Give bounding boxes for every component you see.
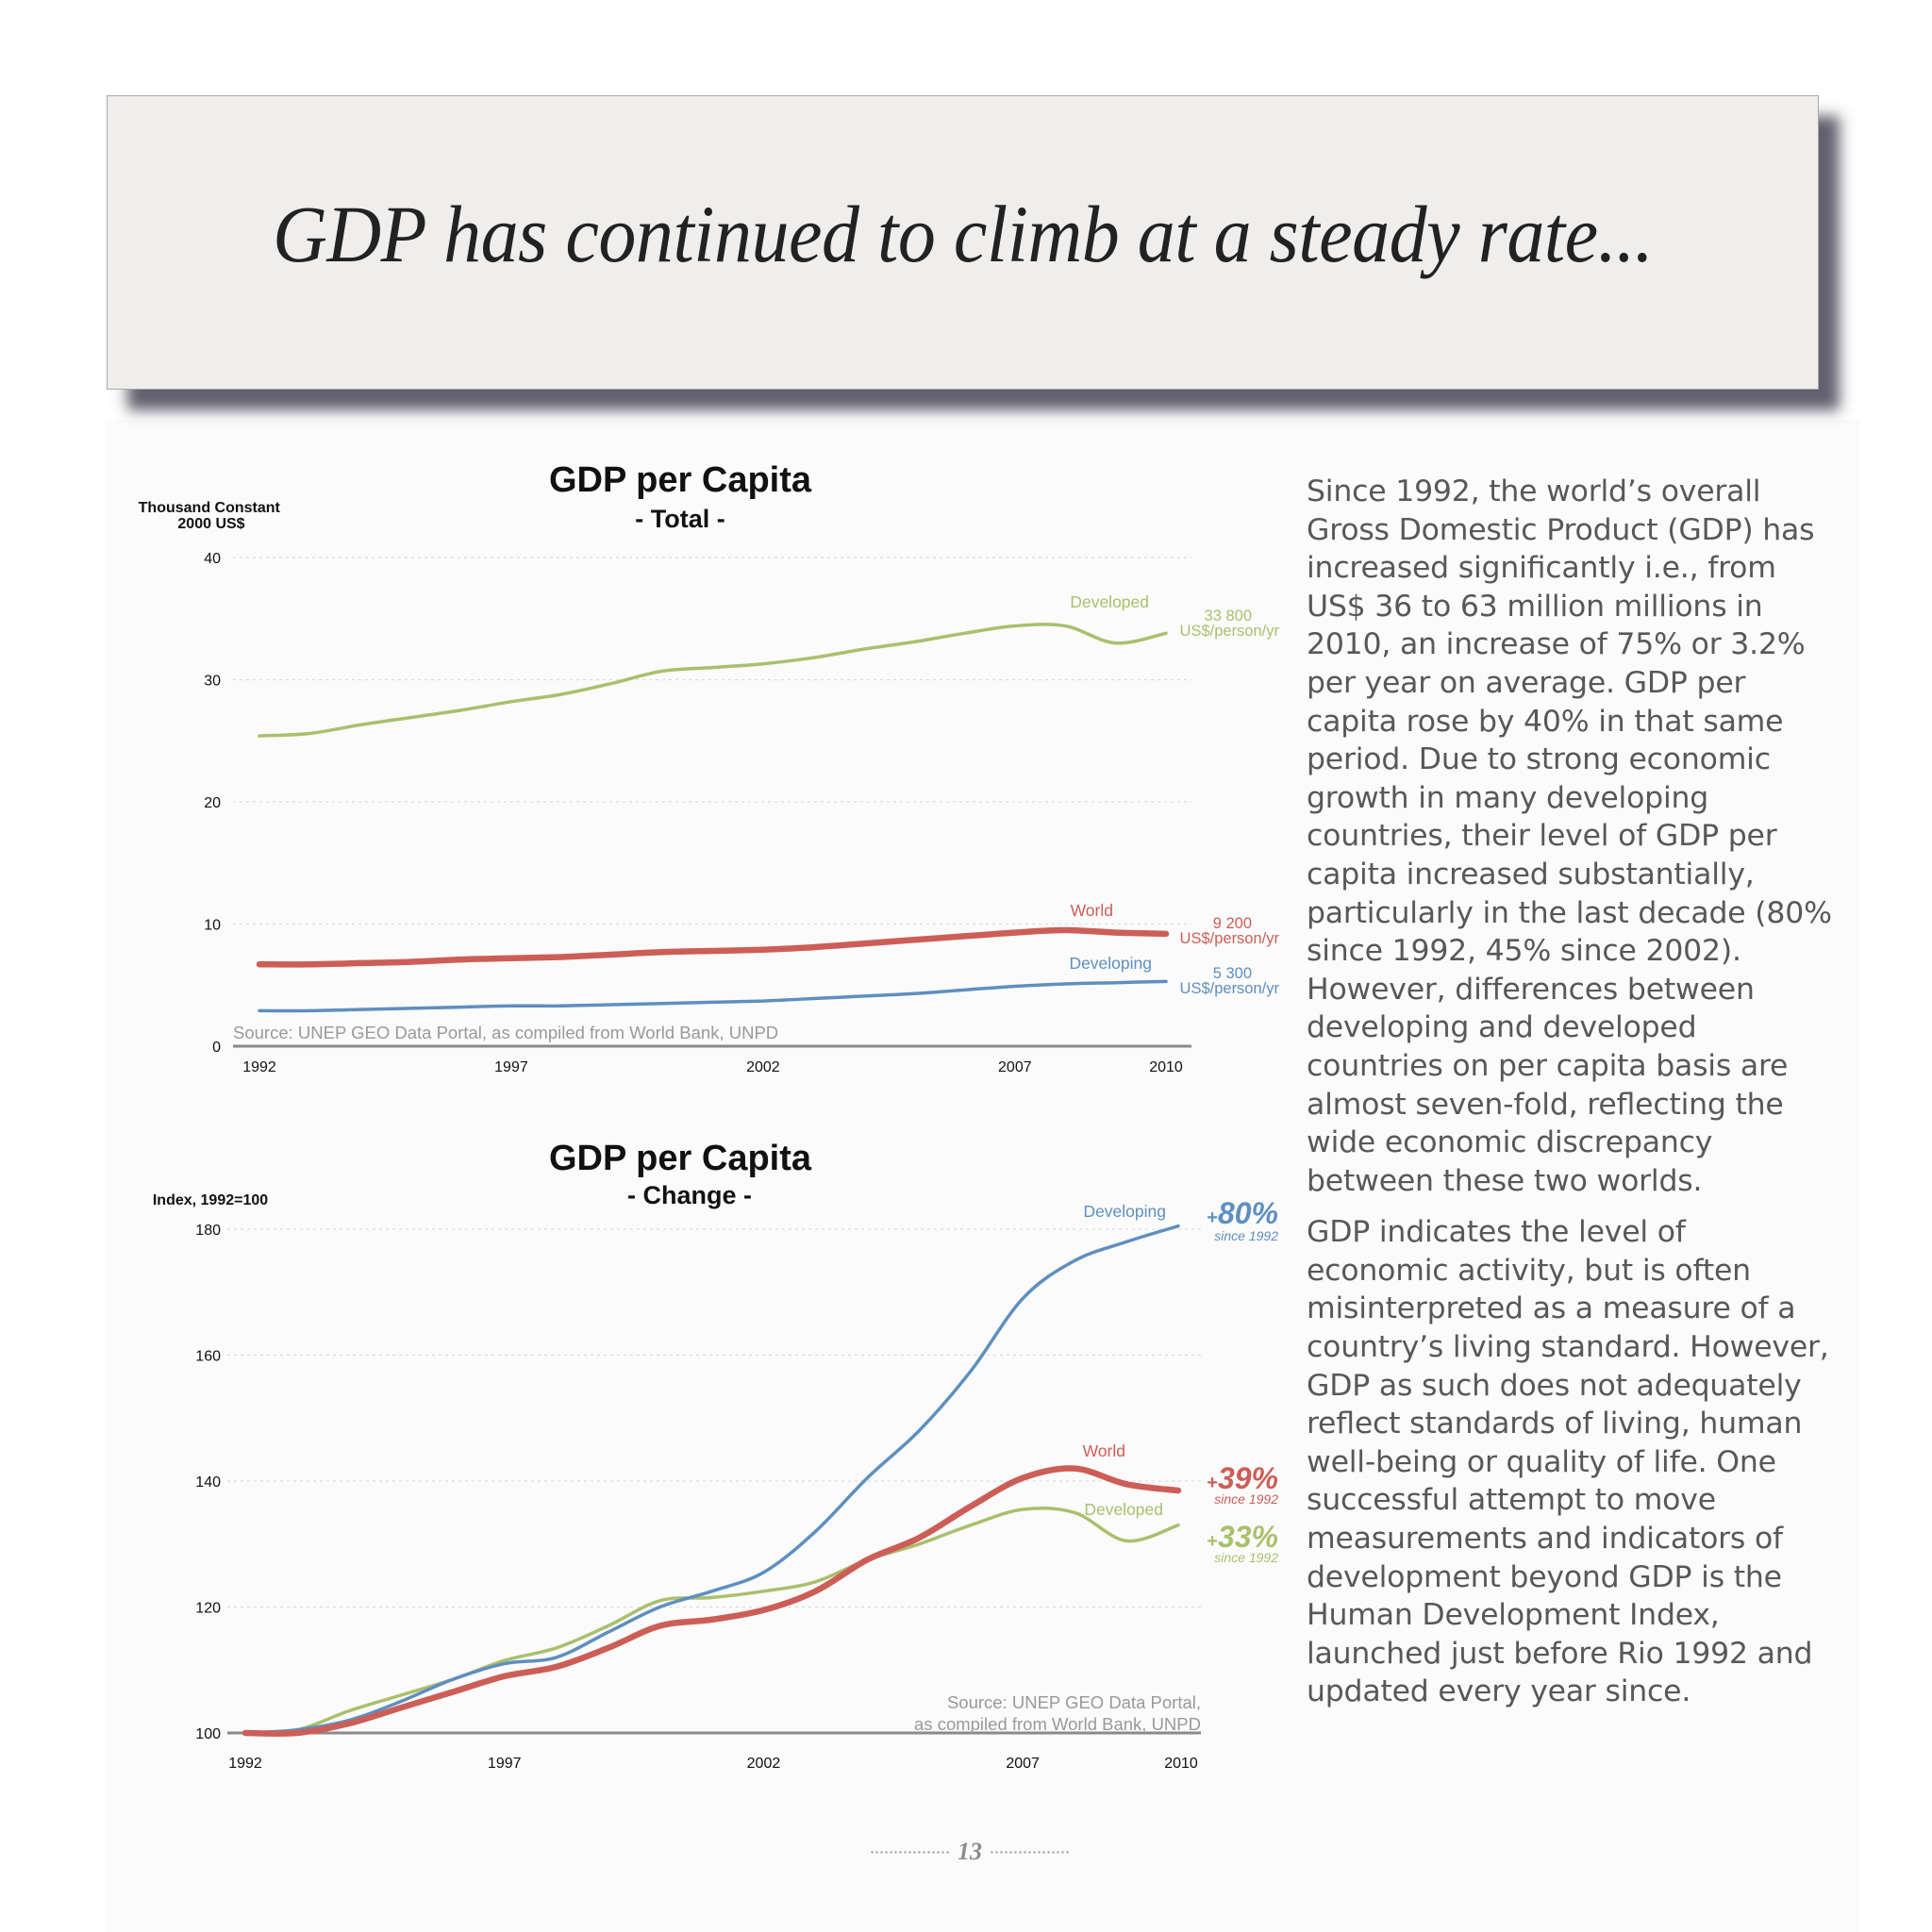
series-line-world — [256, 926, 1170, 968]
chart-subtitle: - Change - — [627, 1181, 752, 1209]
grid-lines — [233, 557, 1191, 1048]
x-tick-labels: 1992 1997 2002 2007 2010 — [228, 1756, 1198, 1772]
x-tick-labels: 1992 1997 2002 2007 2010 — [242, 1059, 1183, 1075]
end-value-developing: 5 300 — [1213, 965, 1252, 982]
y-tick-label: 40 — [204, 551, 221, 567]
change-percent-developed: +33% — [1207, 1520, 1278, 1554]
plus-sign: + — [1207, 1531, 1218, 1552]
series-line-world — [242, 1465, 1182, 1737]
series-label-developing: Developing — [1069, 954, 1152, 973]
series-lines — [256, 623, 1170, 1013]
plus-sign: + — [1207, 1208, 1218, 1228]
end-unit-world: US$/person/yr — [1180, 930, 1280, 947]
y-tick-labels: 100 120 140 160 180 — [195, 1223, 221, 1742]
y-axis-label-line-2: 2000 US$ — [177, 516, 244, 532]
x-tick-label: 1997 — [488, 1756, 522, 1772]
chart-gdp-change: GDP per Capita - Change - Index, 1992=10… — [153, 1139, 1279, 1772]
y-tick-label: 160 — [195, 1349, 221, 1365]
end-value-developed: 33 800 — [1205, 608, 1252, 625]
since-label-world: since 1992 — [1214, 1491, 1278, 1507]
y-tick-label: 0 — [212, 1040, 221, 1056]
x-tick-label: 1992 — [242, 1059, 276, 1075]
plus-sign: + — [1207, 1473, 1218, 1493]
series-label-world: World — [1071, 901, 1113, 920]
end-unit-developing: US$/person/yr — [1180, 980, 1280, 997]
chart-source-line-1: Source: UNEP GEO Data Portal, — [947, 1692, 1201, 1712]
series-label-developing: Developing — [1083, 1202, 1166, 1221]
body-paragraph: Since 1992, the world’s overall Gross Do… — [1307, 475, 1832, 1198]
x-tick-label: 2002 — [746, 1059, 780, 1075]
page-number-footer: 13 — [866, 1838, 1074, 1866]
x-tick-label: 2002 — [747, 1756, 781, 1772]
x-tick-label: 1997 — [494, 1059, 528, 1075]
x-tick-label: 2010 — [1164, 1756, 1198, 1772]
x-tick-label: 1992 — [228, 1756, 262, 1772]
body-text: Since 1992, the world’s overall Gross Do… — [1307, 473, 1835, 1711]
y-tick-label: 30 — [204, 674, 221, 690]
series-lines — [242, 1224, 1182, 1737]
content-background — [106, 420, 1860, 1932]
end-value-world: 9 200 — [1213, 915, 1252, 932]
series-line-developed — [258, 623, 1168, 738]
y-tick-label: 20 — [204, 795, 221, 811]
end-unit-developed: US$/person/yr — [1180, 623, 1280, 640]
y-tick-label: 10 — [204, 918, 221, 934]
body-paragraph: GDP indicates the level of economic acti… — [1307, 1215, 1829, 1709]
x-tick-label: 2007 — [1006, 1756, 1040, 1772]
chart-source: Source: UNEP GEO Data Portal, as compile… — [233, 1023, 778, 1042]
title-banner: GDP has continued to climb at a steady r… — [107, 95, 1819, 390]
change-value: 80% — [1218, 1196, 1278, 1230]
y-tick-label: 140 — [195, 1474, 221, 1491]
change-value: 39% — [1218, 1461, 1278, 1495]
chart-title: GDP per Capita — [549, 1139, 812, 1178]
series-label-world: World — [1083, 1441, 1125, 1460]
chart-source-line-2: as compiled from World Bank, UNPD — [914, 1714, 1201, 1734]
dotted-rule-left — [870, 1850, 950, 1854]
y-axis-label: Index, 1992=100 — [153, 1192, 268, 1208]
since-label-developing: since 1992 — [1214, 1228, 1278, 1243]
chart-subtitle: - Total - — [635, 505, 724, 533]
dotted-rule-right — [990, 1850, 1070, 1854]
y-tick-label: 180 — [195, 1223, 221, 1239]
series-line-developing — [258, 979, 1168, 1013]
series-line-developing — [243, 1224, 1180, 1735]
series-label-developed: Developed — [1070, 592, 1149, 611]
series-label-developed: Developed — [1084, 1500, 1163, 1519]
change-percent-developing: +80% — [1207, 1196, 1278, 1230]
y-tick-labels: 0 10 20 30 40 — [204, 551, 221, 1056]
x-tick-label: 2007 — [998, 1059, 1032, 1075]
page-title: GDP has continued to climb at a steady r… — [272, 189, 1654, 279]
y-axis-label: Thousand Constant 2000 US$ — [139, 500, 285, 532]
change-percent-world: +39% — [1207, 1461, 1278, 1495]
y-tick-label: 100 — [195, 1726, 221, 1742]
chart-gdp-total: GDP per Capita - Total - Thousand Consta… — [139, 460, 1280, 1075]
series-line-developed — [243, 1506, 1180, 1735]
since-label-developed: since 1992 — [1214, 1550, 1278, 1565]
change-value: 33% — [1218, 1520, 1278, 1554]
y-tick-label: 120 — [195, 1601, 221, 1617]
grid-lines — [227, 1228, 1201, 1735]
page-number: 13 — [958, 1838, 982, 1865]
x-tick-label: 2010 — [1149, 1059, 1183, 1075]
chart-title: GDP per Capita — [549, 460, 812, 500]
y-axis-label-line-1: Thousand Constant — [139, 500, 281, 516]
